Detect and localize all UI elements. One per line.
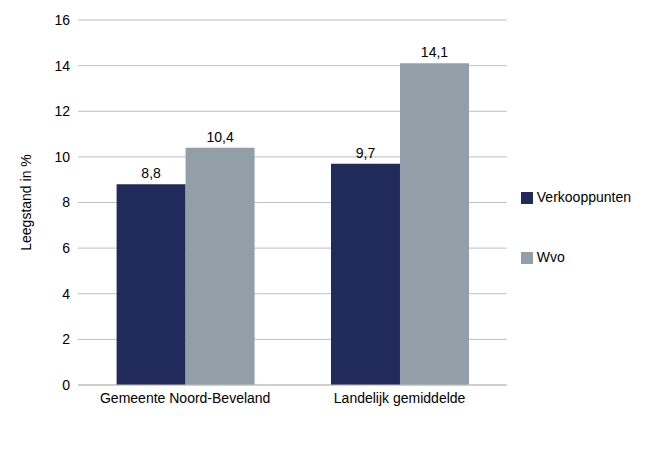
svg-text:14,1: 14,1 xyxy=(421,44,448,60)
svg-text:8: 8 xyxy=(62,194,70,210)
svg-text:16: 16 xyxy=(54,12,70,28)
html-text:Wvo: Wvo xyxy=(536,248,565,265)
html-text:Verkooppunten: Verkooppunten xyxy=(536,188,631,205)
svg-text:9,7: 9,7 xyxy=(356,145,376,161)
svg-text:10: 10 xyxy=(54,149,70,165)
svg-text:Leegstand in %: Leegstand in % xyxy=(18,154,34,251)
svg-text:12: 12 xyxy=(54,103,70,119)
svg-text:8,8: 8,8 xyxy=(141,165,161,181)
svg-text:0: 0 xyxy=(62,377,70,393)
svg-text:14: 14 xyxy=(54,58,70,74)
svg-text:10,4: 10,4 xyxy=(206,129,233,145)
svg-text:6: 6 xyxy=(62,240,70,256)
svg-text:Gemeente Noord-Beveland: Gemeente Noord-Beveland xyxy=(100,390,270,406)
svg-text:4: 4 xyxy=(62,286,70,302)
svg-text:2: 2 xyxy=(62,331,70,347)
svg-text:Landelijk gemiddelde: Landelijk gemiddelde xyxy=(334,390,466,406)
